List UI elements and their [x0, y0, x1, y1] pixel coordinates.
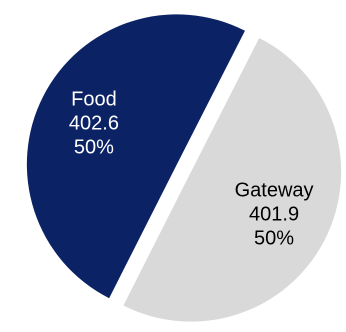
slice-label-value-food: 402.6: [69, 112, 119, 134]
slice-label-name-gateway: Gateway: [235, 180, 314, 202]
slice-label-value-gateway: 401.9: [249, 204, 299, 226]
slice-label-percent-food: 50%: [74, 136, 114, 158]
pie-slice-food: [26, 14, 245, 299]
slice-label-percent-gateway: 50%: [254, 228, 294, 250]
slice-label-name-food: Food: [71, 88, 117, 110]
pie-slice-gateway: [123, 37, 342, 322]
